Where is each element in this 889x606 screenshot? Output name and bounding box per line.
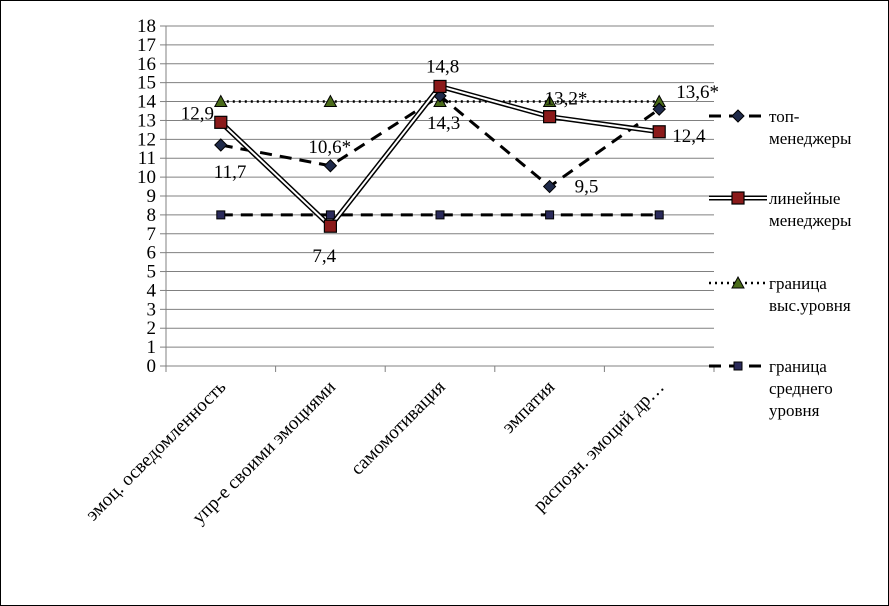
- data-label: 14,3: [427, 113, 460, 134]
- y-tick-label: 9: [147, 186, 157, 207]
- data-label: 11,7: [214, 162, 247, 183]
- y-tick-label: 11: [138, 148, 156, 169]
- data-label: 14,8: [426, 56, 459, 77]
- data-label: 7,4: [312, 246, 336, 267]
- legend-marker: [731, 191, 745, 205]
- legend: топ-менеджеры линейные менеджеры граница выс…: [709, 107, 852, 420]
- legend-entry-3: граница среднего уровня: [709, 357, 833, 420]
- y-tick-label: 4: [147, 280, 157, 301]
- data-point: [214, 115, 228, 129]
- legend-label: граница: [769, 274, 827, 293]
- y-tick-label: 18: [137, 16, 156, 37]
- y-tick-label: 5: [147, 262, 157, 283]
- data-point: [323, 94, 338, 108]
- y-tick-label: 0: [147, 356, 157, 377]
- data-point: [433, 79, 447, 94]
- data-point: [214, 138, 228, 152]
- y-tick-label: 7: [147, 224, 157, 245]
- legend-label: уровня: [769, 401, 820, 420]
- data-point: [323, 159, 338, 173]
- category-label: эмпатия: [498, 377, 559, 438]
- data-point: [216, 210, 226, 220]
- legend-entry-1: линейные менеджеры: [709, 189, 852, 230]
- legend-label: граница: [769, 357, 827, 376]
- data-label: 13,6*: [676, 82, 719, 103]
- y-tick-label: 12: [137, 129, 156, 150]
- legend-label: среднего: [769, 379, 833, 398]
- legend-label: линейные: [769, 189, 840, 208]
- data-label: 12,9: [181, 103, 214, 124]
- legend-label: менеджеры: [769, 211, 852, 230]
- y-tick-label: 16: [137, 54, 156, 75]
- y-tick-label: 17: [137, 35, 156, 56]
- category-label: самомотивация: [347, 377, 450, 480]
- y-tick-label: 14: [137, 92, 157, 113]
- data-label: 9,5: [575, 177, 599, 198]
- data-label: 10,6*: [308, 137, 351, 158]
- legend-label: топ-: [769, 107, 800, 126]
- y-tick-label: 3: [147, 299, 157, 320]
- y-tick-label: 6: [147, 243, 157, 264]
- series-3: [216, 210, 664, 220]
- data-point: [542, 110, 557, 124]
- y-tick-label: 2: [147, 318, 157, 339]
- data-point: [213, 94, 228, 108]
- data-point: [435, 210, 445, 220]
- data-point: [654, 210, 664, 220]
- data-point: [545, 210, 555, 220]
- legend-marker: [731, 109, 745, 123]
- legend-entry-0: топ-менеджеры: [709, 107, 852, 148]
- y-tick-label: 8: [147, 205, 157, 226]
- data-point: [652, 125, 666, 139]
- y-tick-label: 1: [147, 337, 157, 358]
- y-tick-label: 10: [137, 167, 156, 188]
- y-tick-label: 13: [137, 110, 156, 131]
- data-point: [542, 94, 557, 108]
- data-point: [325, 210, 335, 220]
- data-label: 13,2*: [545, 89, 588, 110]
- series-group: [213, 79, 667, 233]
- series-1: [214, 79, 666, 233]
- data-point: [652, 102, 666, 116]
- data-point: [542, 179, 557, 194]
- data-labels: 11,7 10,6* 14,3 9,5 13,6* 12,9 7,4 14,8 13,2* 12,…: [181, 56, 719, 267]
- legend-label: выс.уровня: [769, 296, 851, 315]
- legend-marker: [731, 275, 745, 289]
- legend-marker: [733, 361, 743, 371]
- data-label: 12,4: [672, 126, 706, 147]
- data-point: [323, 219, 337, 233]
- legend-label: менеджеры: [769, 129, 852, 148]
- series-line: [220, 94, 661, 189]
- legend-entry-2: граница выс.уровня: [709, 274, 851, 315]
- y-tick-label: 15: [137, 73, 156, 94]
